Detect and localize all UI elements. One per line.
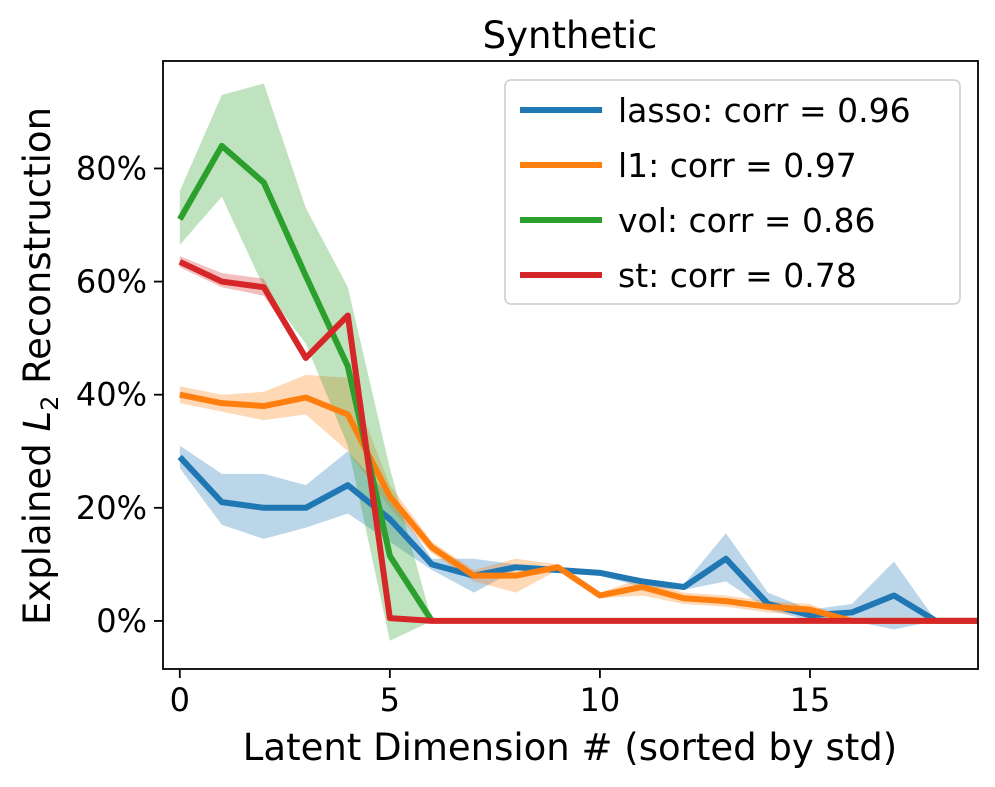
chart-title: Synthetic [483, 14, 658, 57]
plot-frame [162, 60, 979, 670]
band-lasso [179, 445, 978, 630]
series-lines [177, 142, 978, 624]
line-lasso [177, 454, 978, 624]
legend-label-lasso: lasso: corr = 0.96 [618, 91, 911, 130]
legend: lasso: corr = 0.96 l1: corr = 0.97 vol: co… [504, 79, 961, 305]
y-tick-label: 60% [76, 263, 147, 301]
x-tick-label: 0 [170, 681, 190, 719]
y-axis: 0% 20% 40% 60% 80% [76, 149, 163, 640]
y-tick-label: 40% [76, 376, 147, 414]
y-axis-label-sub: 2 [36, 396, 64, 411]
y-tick-label: 80% [76, 149, 147, 187]
y-tick-label: 20% [76, 489, 147, 527]
band-st [179, 256, 978, 621]
x-axis-label: Latent Dimension # (sorted by std) [243, 726, 897, 769]
y-axis-label: Explained L2 Reconstruction [16, 107, 64, 625]
legend-label-vol: vol: corr = 0.86 [618, 201, 876, 240]
line-st [178, 259, 978, 624]
legend-label-st: st: corr = 0.78 [618, 256, 857, 295]
x-axis: 0 5 10 15 [170, 669, 831, 719]
y-tick-label: 0% [96, 602, 147, 640]
x-tick-label: 15 [790, 681, 831, 719]
legend-box [504, 79, 961, 305]
legend-label-l1: l1: corr = 0.97 [618, 146, 857, 185]
band-l1 [179, 374, 978, 621]
x-tick-label: 5 [380, 681, 400, 719]
x-tick-label: 10 [580, 681, 621, 719]
y-axis-label-prefix: Explained [16, 432, 59, 625]
y-axis-label-var: L [16, 411, 59, 432]
y-axis-label-suffix: Reconstruction [16, 107, 59, 396]
